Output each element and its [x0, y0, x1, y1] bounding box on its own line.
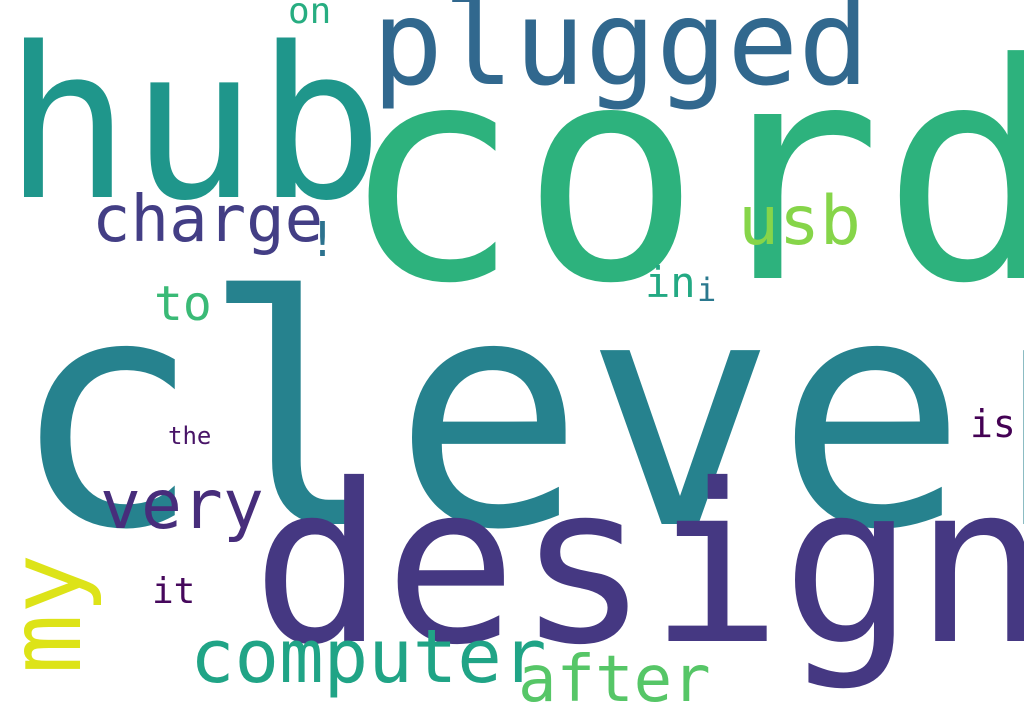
word-design: design: [252, 437, 1024, 693]
word-usb: usb: [738, 182, 861, 261]
word-cord: cord: [340, 0, 1024, 349]
word-my: my: [0, 553, 104, 675]
word-on: on: [288, 0, 332, 32]
word-the: the: [168, 422, 212, 450]
word-after: after: [518, 643, 711, 717]
word-charge: charge: [92, 183, 324, 257]
word-plugged: plugged: [372, 0, 870, 112]
word-clever: clever: [10, 229, 1024, 599]
word-is: is: [970, 402, 1016, 446]
word-i: i: [697, 271, 717, 309]
word-to: to: [154, 276, 212, 332]
word-in: in: [645, 258, 696, 307]
word-very: very: [100, 466, 264, 545]
word-it: it: [152, 571, 196, 612]
word-exclamation: !: [308, 212, 337, 268]
word-hub: hub: [4, 2, 384, 247]
word-computer: computer: [190, 614, 547, 700]
